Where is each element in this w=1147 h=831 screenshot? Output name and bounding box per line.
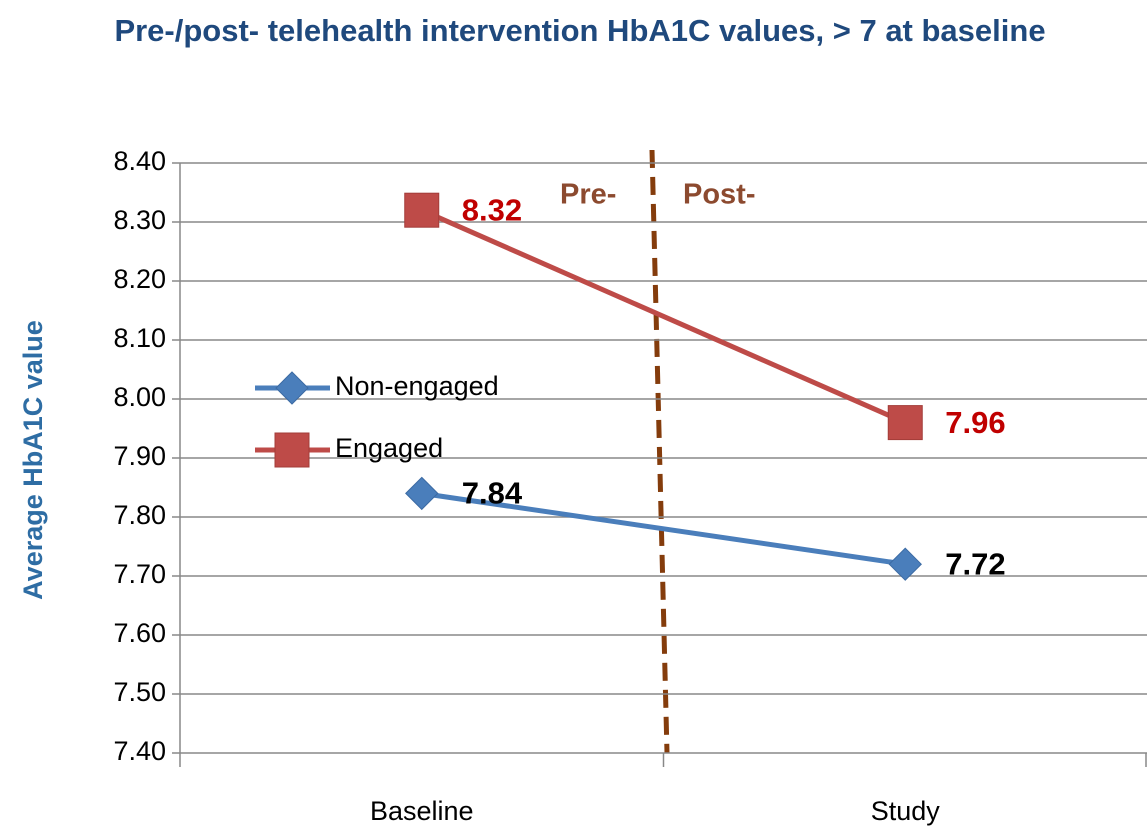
y-tick-label: 7.80 (113, 500, 166, 530)
x-tick-label: Study (871, 796, 941, 826)
data-label: 8.32 (462, 192, 522, 227)
annotation: Post- (683, 179, 756, 211)
data-point (887, 405, 923, 441)
pre-post-divider (649, 149, 670, 754)
data-point (888, 547, 922, 581)
data-point (405, 476, 439, 511)
legend-marker (275, 371, 309, 405)
y-tick-label: 8.20 (113, 264, 166, 294)
y-tick-label: 8.30 (113, 205, 166, 235)
y-tick-label: 7.90 (113, 441, 166, 471)
annotation: Pre- (560, 179, 616, 211)
x-tick-label: Baseline (370, 796, 474, 826)
data-point (404, 192, 440, 228)
y-tick-label: 7.40 (113, 736, 166, 766)
y-tick-label: 7.60 (113, 618, 166, 648)
y-tick-label: 8.00 (113, 382, 166, 412)
chart-title: Pre-/post- telehealth intervention HbA1C… (114, 13, 1046, 48)
y-tick-label: 7.50 (113, 677, 166, 707)
y-axis-label: Average HbA1C value (18, 320, 48, 600)
y-tick-label: 7.70 (113, 559, 166, 589)
data-label: 7.84 (462, 476, 523, 511)
legend-marker (274, 432, 310, 468)
y-tick-label: 8.10 (113, 323, 166, 353)
legend-label: Engaged (335, 433, 443, 463)
data-label: 7.96 (945, 405, 1005, 440)
data-label: 7.72 (945, 546, 1005, 581)
y-tick-label: 8.40 (113, 146, 166, 176)
series-line (420, 207, 907, 425)
series-line (421, 490, 906, 567)
legend-label: Non-engaged (335, 371, 499, 401)
